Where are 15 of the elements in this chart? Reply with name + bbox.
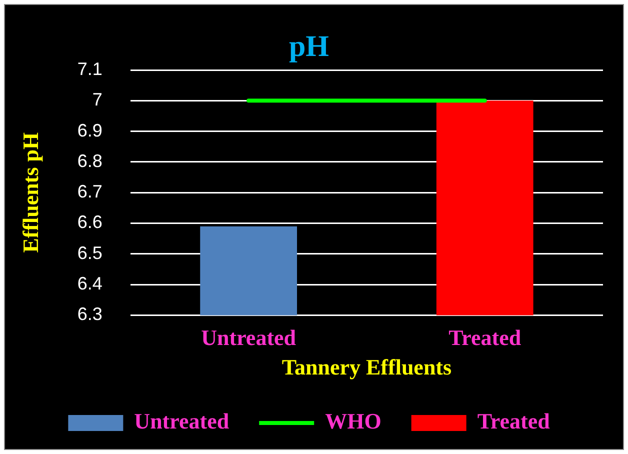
y-tick-label: 6.5 (77, 242, 102, 263)
y-tick-label: 7 (92, 90, 102, 110)
y-tick-label: 6.7 (77, 182, 102, 202)
y-axis-title: Effluents pH (18, 132, 43, 253)
y-tick-label: 6.6 (77, 212, 102, 232)
y-tick-label: 6.4 (77, 274, 102, 294)
legend-label: Treated (477, 408, 550, 434)
y-tick-label: 6.8 (77, 150, 102, 171)
legend-label: Untreated (134, 408, 230, 434)
y-tick-label: 6.9 (77, 120, 102, 140)
x-axis-title: Tannery Effluents (282, 354, 452, 380)
y-tick-label: 6.3 (77, 304, 102, 324)
chart-title: pH (288, 30, 330, 63)
legend-label: WHO (325, 408, 382, 434)
y-tick-label: 7.1 (77, 58, 102, 79)
